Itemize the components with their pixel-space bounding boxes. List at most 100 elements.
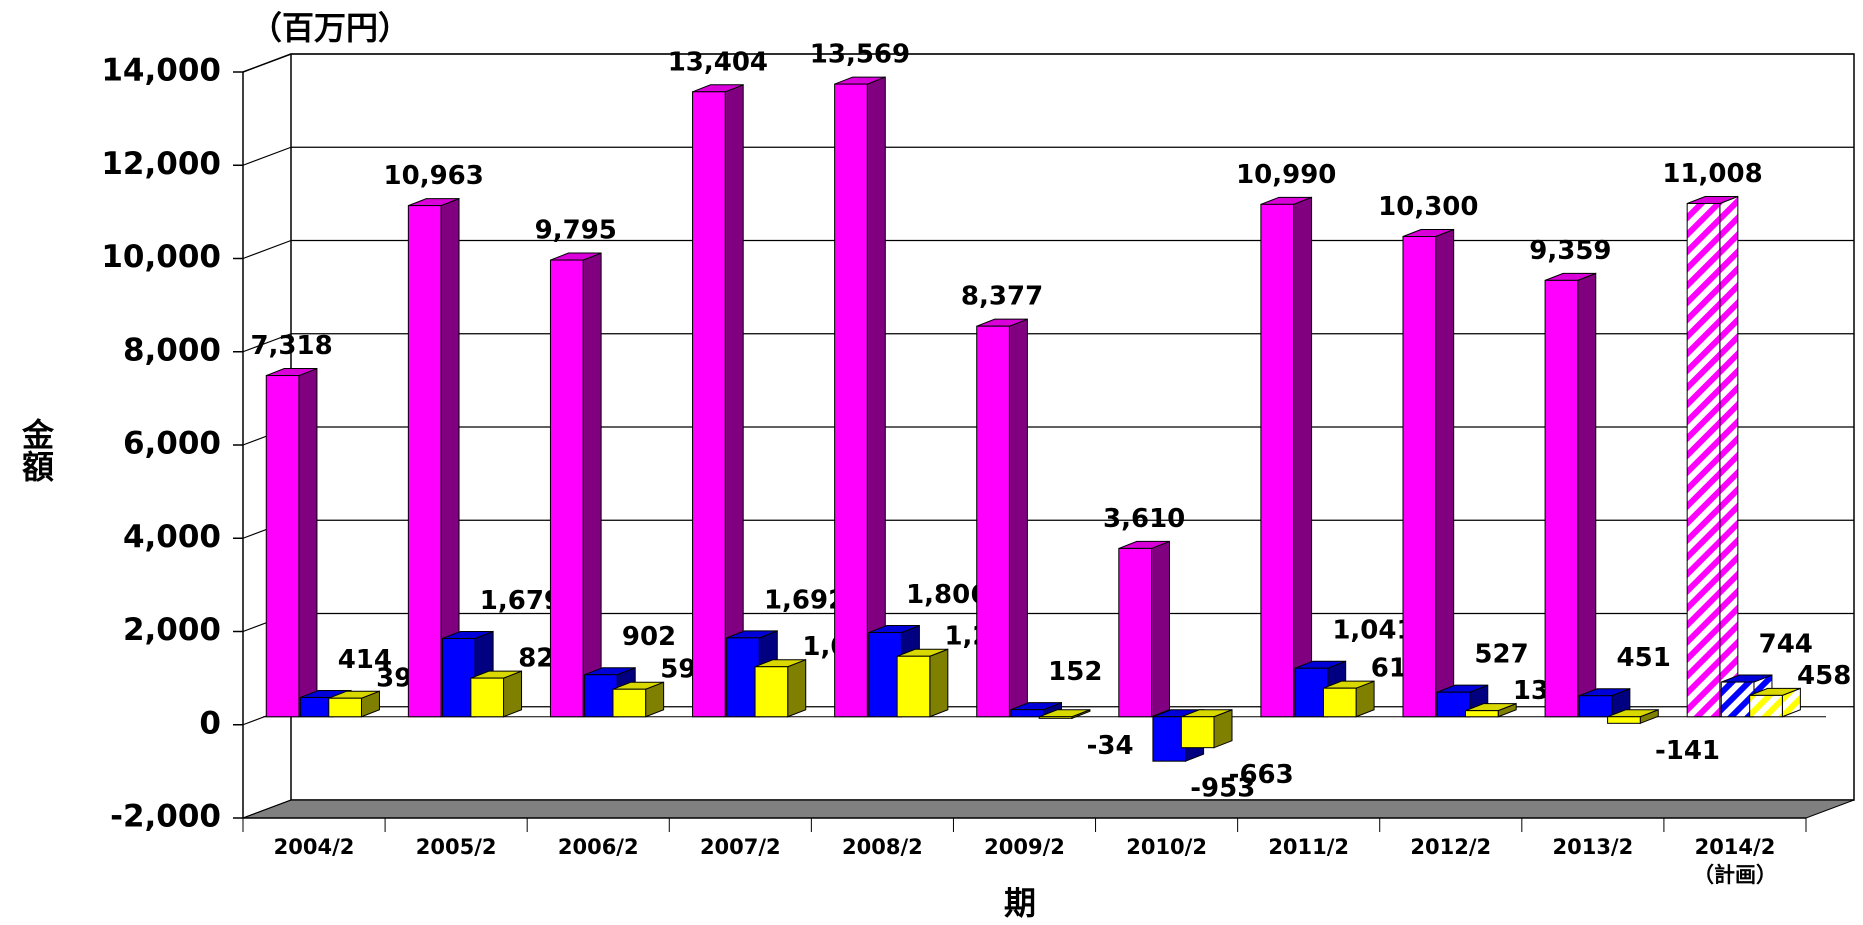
data-label: 10,300 bbox=[1378, 192, 1478, 222]
data-label: -663 bbox=[1229, 760, 1294, 790]
bar-side bbox=[867, 77, 885, 717]
bar bbox=[1545, 280, 1578, 716]
x-tick-label: 2011/2 bbox=[1268, 835, 1349, 859]
data-label: 13,404 bbox=[668, 47, 768, 77]
unit-label: （百万円） bbox=[250, 9, 410, 47]
bar bbox=[1437, 692, 1470, 717]
data-label: 152 bbox=[1048, 657, 1102, 687]
x-tick-label: 2013/2 bbox=[1552, 835, 1633, 859]
bar bbox=[835, 84, 868, 717]
bar bbox=[977, 326, 1010, 717]
data-label: 458 bbox=[1797, 661, 1851, 691]
y-tick-label: 14,000 bbox=[101, 53, 221, 89]
data-label: 527 bbox=[1474, 640, 1528, 670]
bar bbox=[1261, 204, 1294, 716]
bar bbox=[727, 638, 760, 717]
data-label: 451 bbox=[1617, 643, 1671, 673]
data-label: 13,569 bbox=[810, 40, 910, 70]
bar bbox=[329, 698, 362, 717]
bar-side bbox=[725, 85, 743, 717]
y-tick-label: 0 bbox=[199, 705, 221, 741]
bar bbox=[1119, 548, 1152, 716]
data-label: 1,692 bbox=[764, 585, 846, 615]
data-label: 10,963 bbox=[384, 161, 484, 191]
x-tick-label: 2012/2 bbox=[1410, 835, 1491, 859]
bar bbox=[1579, 696, 1612, 717]
chart: （百万円） 金額 期 -2,000 0 2,000 4,000 6,000 8,000 10… bbox=[0, 0, 1863, 925]
y-tick-label: 6,000 bbox=[123, 426, 221, 462]
bar-side bbox=[1294, 197, 1312, 716]
data-label: -141 bbox=[1655, 736, 1720, 766]
data-label: 744 bbox=[1759, 630, 1813, 660]
bar bbox=[1721, 682, 1754, 717]
bar bbox=[1403, 237, 1436, 717]
bar bbox=[266, 376, 299, 717]
grid-line bbox=[243, 54, 291, 72]
x-tick-label: 2008/2 bbox=[842, 835, 923, 859]
bar bbox=[1295, 668, 1328, 717]
bar bbox=[408, 206, 441, 717]
bar-side bbox=[299, 369, 317, 717]
bar bbox=[1687, 204, 1720, 717]
bar bbox=[1011, 710, 1044, 717]
bar-side bbox=[1720, 197, 1738, 717]
data-label: 1,679 bbox=[480, 586, 562, 616]
x-tick-label: 2014/2 bbox=[1695, 835, 1776, 859]
bar bbox=[1181, 717, 1214, 748]
data-label: 7,318 bbox=[250, 331, 332, 361]
bar bbox=[300, 697, 333, 716]
grid-line bbox=[243, 147, 291, 165]
y-tick-label: 12,000 bbox=[101, 146, 221, 182]
bar bbox=[869, 633, 902, 717]
data-label: 10,990 bbox=[1236, 160, 1336, 190]
bar bbox=[1466, 711, 1499, 717]
y-tick-label: -2,000 bbox=[110, 799, 221, 835]
x-tick-label: 2005/2 bbox=[416, 835, 497, 859]
x-tick-label: 2007/2 bbox=[700, 835, 781, 859]
bar bbox=[1153, 717, 1186, 761]
bar bbox=[550, 260, 583, 717]
y-tick-label: 8,000 bbox=[123, 332, 221, 368]
bar-side bbox=[504, 671, 522, 717]
bar-side bbox=[1151, 541, 1169, 716]
y-tick-label: 4,000 bbox=[123, 519, 221, 555]
bar bbox=[1608, 717, 1641, 724]
x-tick-label: 2010/2 bbox=[1126, 835, 1207, 859]
page: {"chart_data": {"type": "bar3d", "unit_l… bbox=[0, 0, 1863, 925]
bar bbox=[471, 678, 504, 717]
bar bbox=[1323, 688, 1356, 717]
y-tick-label: 2,000 bbox=[123, 612, 221, 648]
bar-side bbox=[788, 660, 806, 717]
bar bbox=[1750, 695, 1783, 716]
x-tick-label: 2006/2 bbox=[558, 835, 639, 859]
x-tick-note: （計画） bbox=[1693, 863, 1777, 887]
bar-side bbox=[1009, 319, 1027, 717]
data-label: -34 bbox=[1087, 731, 1134, 761]
bar-side bbox=[583, 253, 601, 717]
data-label: 9,359 bbox=[1529, 236, 1611, 266]
grid-line bbox=[243, 241, 291, 259]
x-tick-label: 2004/2 bbox=[274, 835, 355, 859]
bar bbox=[1039, 717, 1072, 719]
bar-side bbox=[1436, 230, 1454, 717]
bar bbox=[897, 656, 930, 717]
data-label: 9,795 bbox=[535, 216, 617, 246]
data-label: 3,610 bbox=[1103, 504, 1185, 534]
data-label: 11,008 bbox=[1662, 159, 1762, 189]
bar bbox=[693, 92, 726, 717]
data-label: 1,041 bbox=[1332, 616, 1414, 646]
x-tick-label: 2009/2 bbox=[984, 835, 1065, 859]
data-label: 902 bbox=[622, 622, 676, 652]
floor bbox=[243, 800, 1854, 818]
data-label: 8,377 bbox=[961, 282, 1043, 312]
bar bbox=[755, 667, 788, 717]
bar bbox=[585, 675, 618, 717]
bar bbox=[613, 689, 646, 717]
bar-side bbox=[1578, 273, 1596, 716]
bar-side bbox=[930, 649, 948, 717]
bar bbox=[442, 638, 475, 716]
y-tick-label: 10,000 bbox=[101, 239, 221, 275]
y-axis-title: 金額 bbox=[17, 417, 55, 483]
data-label: 1,806 bbox=[906, 580, 988, 610]
x-axis-title: 期 bbox=[1004, 884, 1036, 922]
